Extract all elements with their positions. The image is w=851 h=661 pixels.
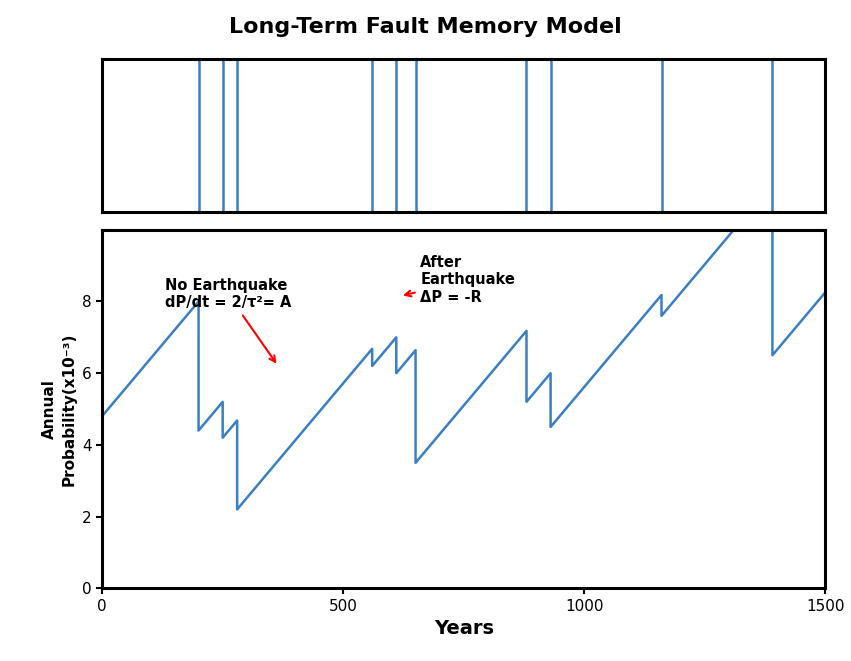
Text: No Earthquake
dP/dt = 2/τ²= A: No Earthquake dP/dt = 2/τ²= A <box>165 278 291 362</box>
Text: After
Earthquake
ΔP = -R: After Earthquake ΔP = -R <box>405 255 515 305</box>
Text: Long-Term Fault Memory Model: Long-Term Fault Memory Model <box>229 17 622 36</box>
Y-axis label: Annual
Probability(x10⁻³): Annual Probability(x10⁻³) <box>42 332 77 486</box>
X-axis label: Years: Years <box>434 619 494 639</box>
